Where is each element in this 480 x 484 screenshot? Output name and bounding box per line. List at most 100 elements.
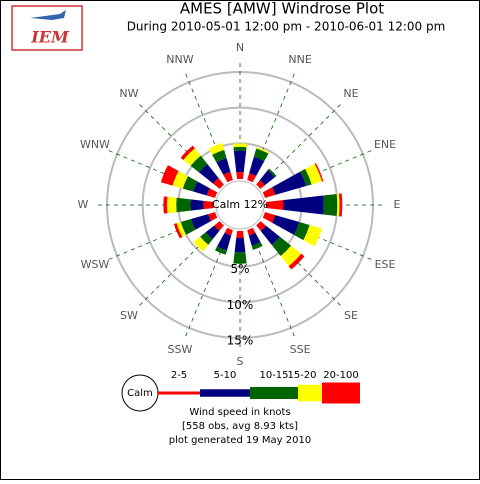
direction-label: ENE	[374, 138, 396, 151]
legend-label: 10-15	[259, 370, 288, 381]
bar-segment	[256, 180, 265, 189]
bar-segment	[272, 215, 300, 235]
logo-text: IEM	[30, 28, 70, 47]
bar-segment	[249, 156, 265, 177]
bar-segment	[191, 214, 212, 230]
bar-segment	[223, 171, 233, 183]
bar-segment	[248, 232, 261, 246]
bar-segment	[282, 195, 324, 215]
bar-segment	[212, 149, 227, 163]
bar-segment	[190, 155, 208, 173]
ring-label: 5%	[230, 262, 249, 276]
bar-segment	[262, 212, 276, 223]
direction-label: NNE	[288, 53, 311, 66]
bar-segment	[176, 221, 187, 237]
bar-segment	[260, 225, 280, 245]
direction-label: SSW	[167, 343, 192, 356]
note: plot generated 19 May 2010	[169, 435, 311, 446]
bar-segment	[198, 163, 219, 184]
bar-segment	[200, 232, 213, 245]
bar-segment	[183, 148, 201, 166]
bar-segment	[336, 193, 340, 217]
bar-segment	[166, 196, 177, 214]
bar-segment	[272, 171, 307, 195]
bar-segment	[205, 225, 220, 240]
calm-label: Calm 12%	[212, 198, 268, 211]
direction-label: NE	[343, 87, 358, 100]
legend-label: 5-10	[214, 370, 237, 381]
bar-segment	[288, 253, 305, 270]
windrose: N NNE NE ENE E ESE SE SSE S SSW SW WSW W WNW NW NNW Calm…	[78, 41, 401, 368]
bar-segment	[265, 200, 284, 210]
legend-swatch	[200, 389, 250, 397]
chart-title: AMES [AMW] Windrose Plot	[180, 0, 384, 18]
bar-segment	[247, 227, 256, 236]
direction-label: E	[394, 198, 401, 211]
legend-label: 20-100	[323, 370, 358, 381]
legend-swatch	[322, 382, 360, 404]
direction-label: SE	[344, 309, 358, 322]
direction-label: WSW	[81, 258, 110, 271]
bar-segment	[233, 146, 247, 151]
ring-label: 15%	[227, 334, 254, 348]
bar-segment	[193, 181, 210, 196]
direction-label: WNW	[80, 138, 110, 151]
bar-segment	[163, 196, 168, 214]
bar-segment	[206, 188, 218, 198]
bar-segment	[180, 145, 195, 160]
bar-segment	[224, 227, 233, 236]
bar-segment	[208, 212, 218, 222]
bar-segment	[214, 246, 227, 255]
legend-title: Wind speed in knots	[189, 407, 290, 418]
bar-segment	[303, 224, 322, 247]
legend-label: 15-20	[287, 370, 316, 381]
bar-segment	[234, 237, 246, 253]
direction-label: NW	[119, 87, 138, 100]
bar-segment	[233, 252, 247, 264]
bar-segment	[271, 236, 292, 257]
bar-segment	[176, 197, 191, 213]
calm-circle	[215, 180, 265, 230]
bar-segment	[208, 142, 225, 155]
bar-segment	[323, 193, 338, 217]
ring-label: 10%	[227, 298, 254, 312]
direction-label: SW	[120, 309, 138, 322]
bar-segment	[160, 165, 179, 186]
logo: IEM	[11, 5, 83, 51]
bar-segment	[267, 168, 277, 178]
logo-box	[11, 5, 83, 51]
bar-segment	[314, 162, 324, 182]
bar-segment	[203, 200, 215, 210]
bar-segment	[280, 245, 302, 267]
direction-label: NNW	[166, 53, 193, 66]
bar-segment	[300, 168, 312, 187]
bar-segment	[259, 170, 275, 186]
bar-segment	[251, 242, 263, 250]
legend-swatch	[298, 384, 322, 402]
bar-segment	[190, 199, 204, 211]
bar-segment	[236, 171, 244, 180]
direction-label: N	[236, 41, 244, 54]
bar-segment	[173, 223, 183, 239]
bar-segment	[256, 221, 266, 231]
bar-segment	[233, 143, 247, 148]
logo-plane	[30, 10, 66, 20]
direction-label: SSE	[290, 343, 311, 356]
bar-segment	[293, 221, 310, 241]
bar-segment	[214, 221, 224, 231]
bar-segment	[338, 193, 343, 217]
direction-label: S	[237, 355, 244, 368]
direction-label: W	[78, 198, 89, 211]
bar-segment	[217, 232, 232, 251]
bar-segment	[233, 150, 247, 173]
note: [558 obs, avg 8.93 kts]	[182, 421, 298, 432]
bar-segment	[172, 170, 188, 189]
bar-segment	[253, 148, 269, 162]
chart-subtitle: During 2010-05-01 12:00 pm - 2010-06-01 …	[127, 20, 446, 34]
bar-segment	[212, 177, 224, 189]
legend-swatch	[158, 391, 200, 395]
bar-segment	[180, 219, 196, 235]
legend-swatch	[250, 387, 298, 399]
